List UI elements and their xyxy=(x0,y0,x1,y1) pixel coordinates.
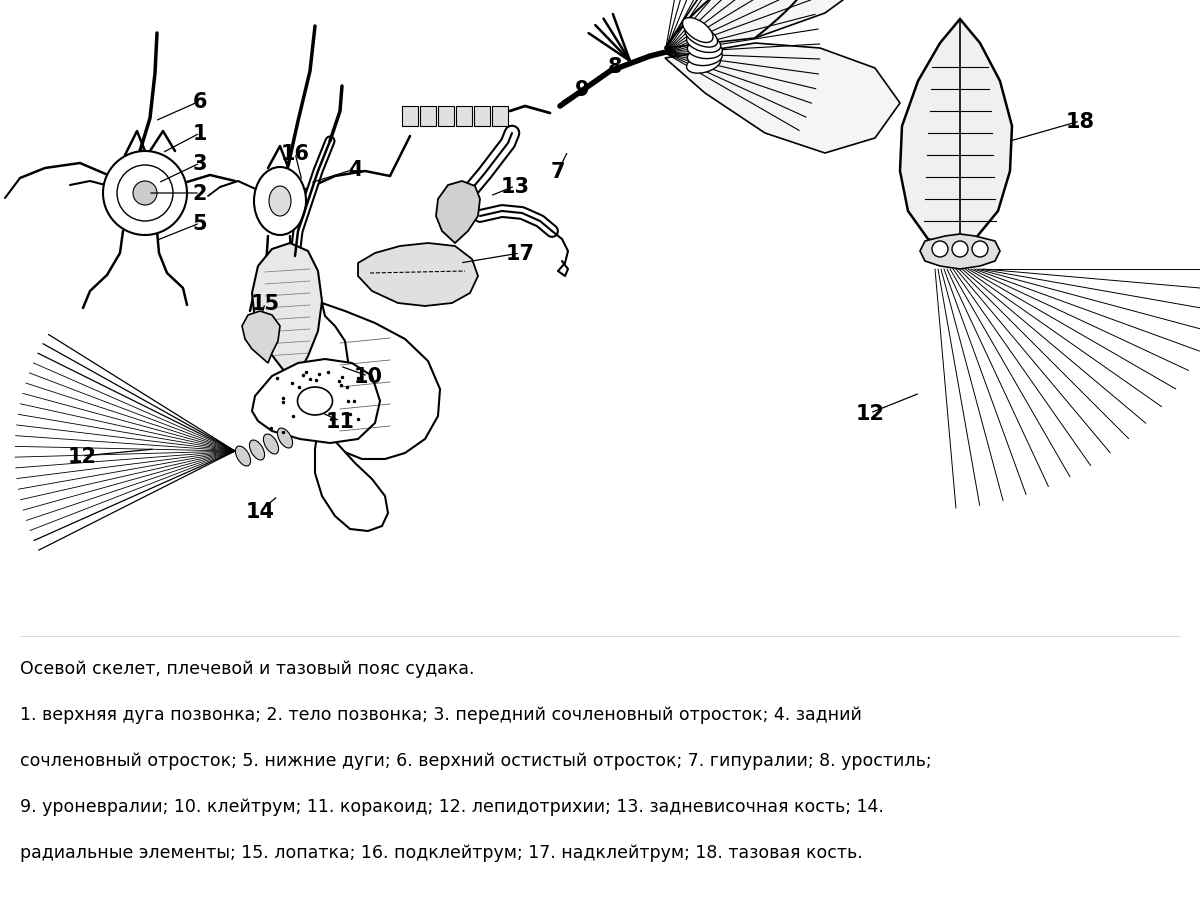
Circle shape xyxy=(932,241,948,258)
Polygon shape xyxy=(665,0,900,49)
Text: 13: 13 xyxy=(500,177,529,197)
Bar xyxy=(492,107,508,127)
Ellipse shape xyxy=(269,187,292,217)
Circle shape xyxy=(118,166,173,221)
Text: 7: 7 xyxy=(551,162,565,182)
Text: 18: 18 xyxy=(1066,112,1094,132)
Text: 10: 10 xyxy=(354,366,383,386)
Ellipse shape xyxy=(298,387,332,415)
Ellipse shape xyxy=(688,41,722,59)
Circle shape xyxy=(103,152,187,236)
Ellipse shape xyxy=(688,48,722,67)
Text: 9: 9 xyxy=(575,80,589,100)
Polygon shape xyxy=(242,312,280,363)
Polygon shape xyxy=(322,303,440,459)
Bar xyxy=(438,107,454,127)
Text: 8: 8 xyxy=(607,57,623,77)
Text: 12: 12 xyxy=(67,446,96,466)
Text: радиальные элементы; 15. лопатка; 16. подклейтрум; 17. надклейтрум; 18. тазовая : радиальные элементы; 15. лопатка; 16. по… xyxy=(20,843,863,861)
Text: 1. верхняя дуга позвонка; 2. тело позвонка; 3. передний сочленовный отросток; 4.: 1. верхняя дуга позвонка; 2. тело позвон… xyxy=(20,705,862,723)
Ellipse shape xyxy=(254,168,306,236)
Polygon shape xyxy=(665,44,900,154)
Ellipse shape xyxy=(683,18,713,44)
Text: 12: 12 xyxy=(856,404,884,424)
Circle shape xyxy=(133,182,157,206)
Ellipse shape xyxy=(264,435,278,455)
Circle shape xyxy=(952,241,968,258)
Bar xyxy=(456,107,472,127)
Bar xyxy=(474,107,490,127)
Text: 3: 3 xyxy=(193,154,208,174)
Ellipse shape xyxy=(686,34,721,54)
Polygon shape xyxy=(252,360,380,444)
Polygon shape xyxy=(436,182,480,244)
Ellipse shape xyxy=(277,428,293,448)
Text: 14: 14 xyxy=(246,501,275,521)
Text: 9. уроневралии; 10. клейтрум; 11. коракоид; 12. лепидотрихии; 13. задневисочная : 9. уроневралии; 10. клейтрум; 11. корако… xyxy=(20,797,884,815)
Polygon shape xyxy=(252,244,322,382)
Text: 17: 17 xyxy=(505,244,534,263)
Text: 5: 5 xyxy=(193,214,208,234)
Ellipse shape xyxy=(686,55,721,74)
Text: сочленовный отросток; 5. нижние дуги; 6. верхний остистый отросток; 7. гипуралии: сочленовный отросток; 5. нижние дуги; 6.… xyxy=(20,752,931,769)
Polygon shape xyxy=(900,20,1012,247)
Polygon shape xyxy=(358,244,478,307)
Text: 2: 2 xyxy=(193,184,208,204)
Text: 6: 6 xyxy=(193,92,208,112)
Text: 11: 11 xyxy=(325,412,354,432)
Text: 1: 1 xyxy=(193,124,208,144)
Bar xyxy=(402,107,418,127)
Text: 15: 15 xyxy=(251,293,280,313)
Ellipse shape xyxy=(235,446,251,466)
Text: 4: 4 xyxy=(348,159,362,179)
Circle shape xyxy=(972,241,988,258)
Text: Осевой скелет, плечевой и тазовый пояс судака.: Осевой скелет, плечевой и тазовый пояс с… xyxy=(20,660,474,677)
Ellipse shape xyxy=(250,441,264,460)
Bar xyxy=(420,107,436,127)
Polygon shape xyxy=(316,424,388,531)
Text: 16: 16 xyxy=(281,144,310,164)
Ellipse shape xyxy=(685,26,718,48)
Polygon shape xyxy=(920,235,1000,270)
